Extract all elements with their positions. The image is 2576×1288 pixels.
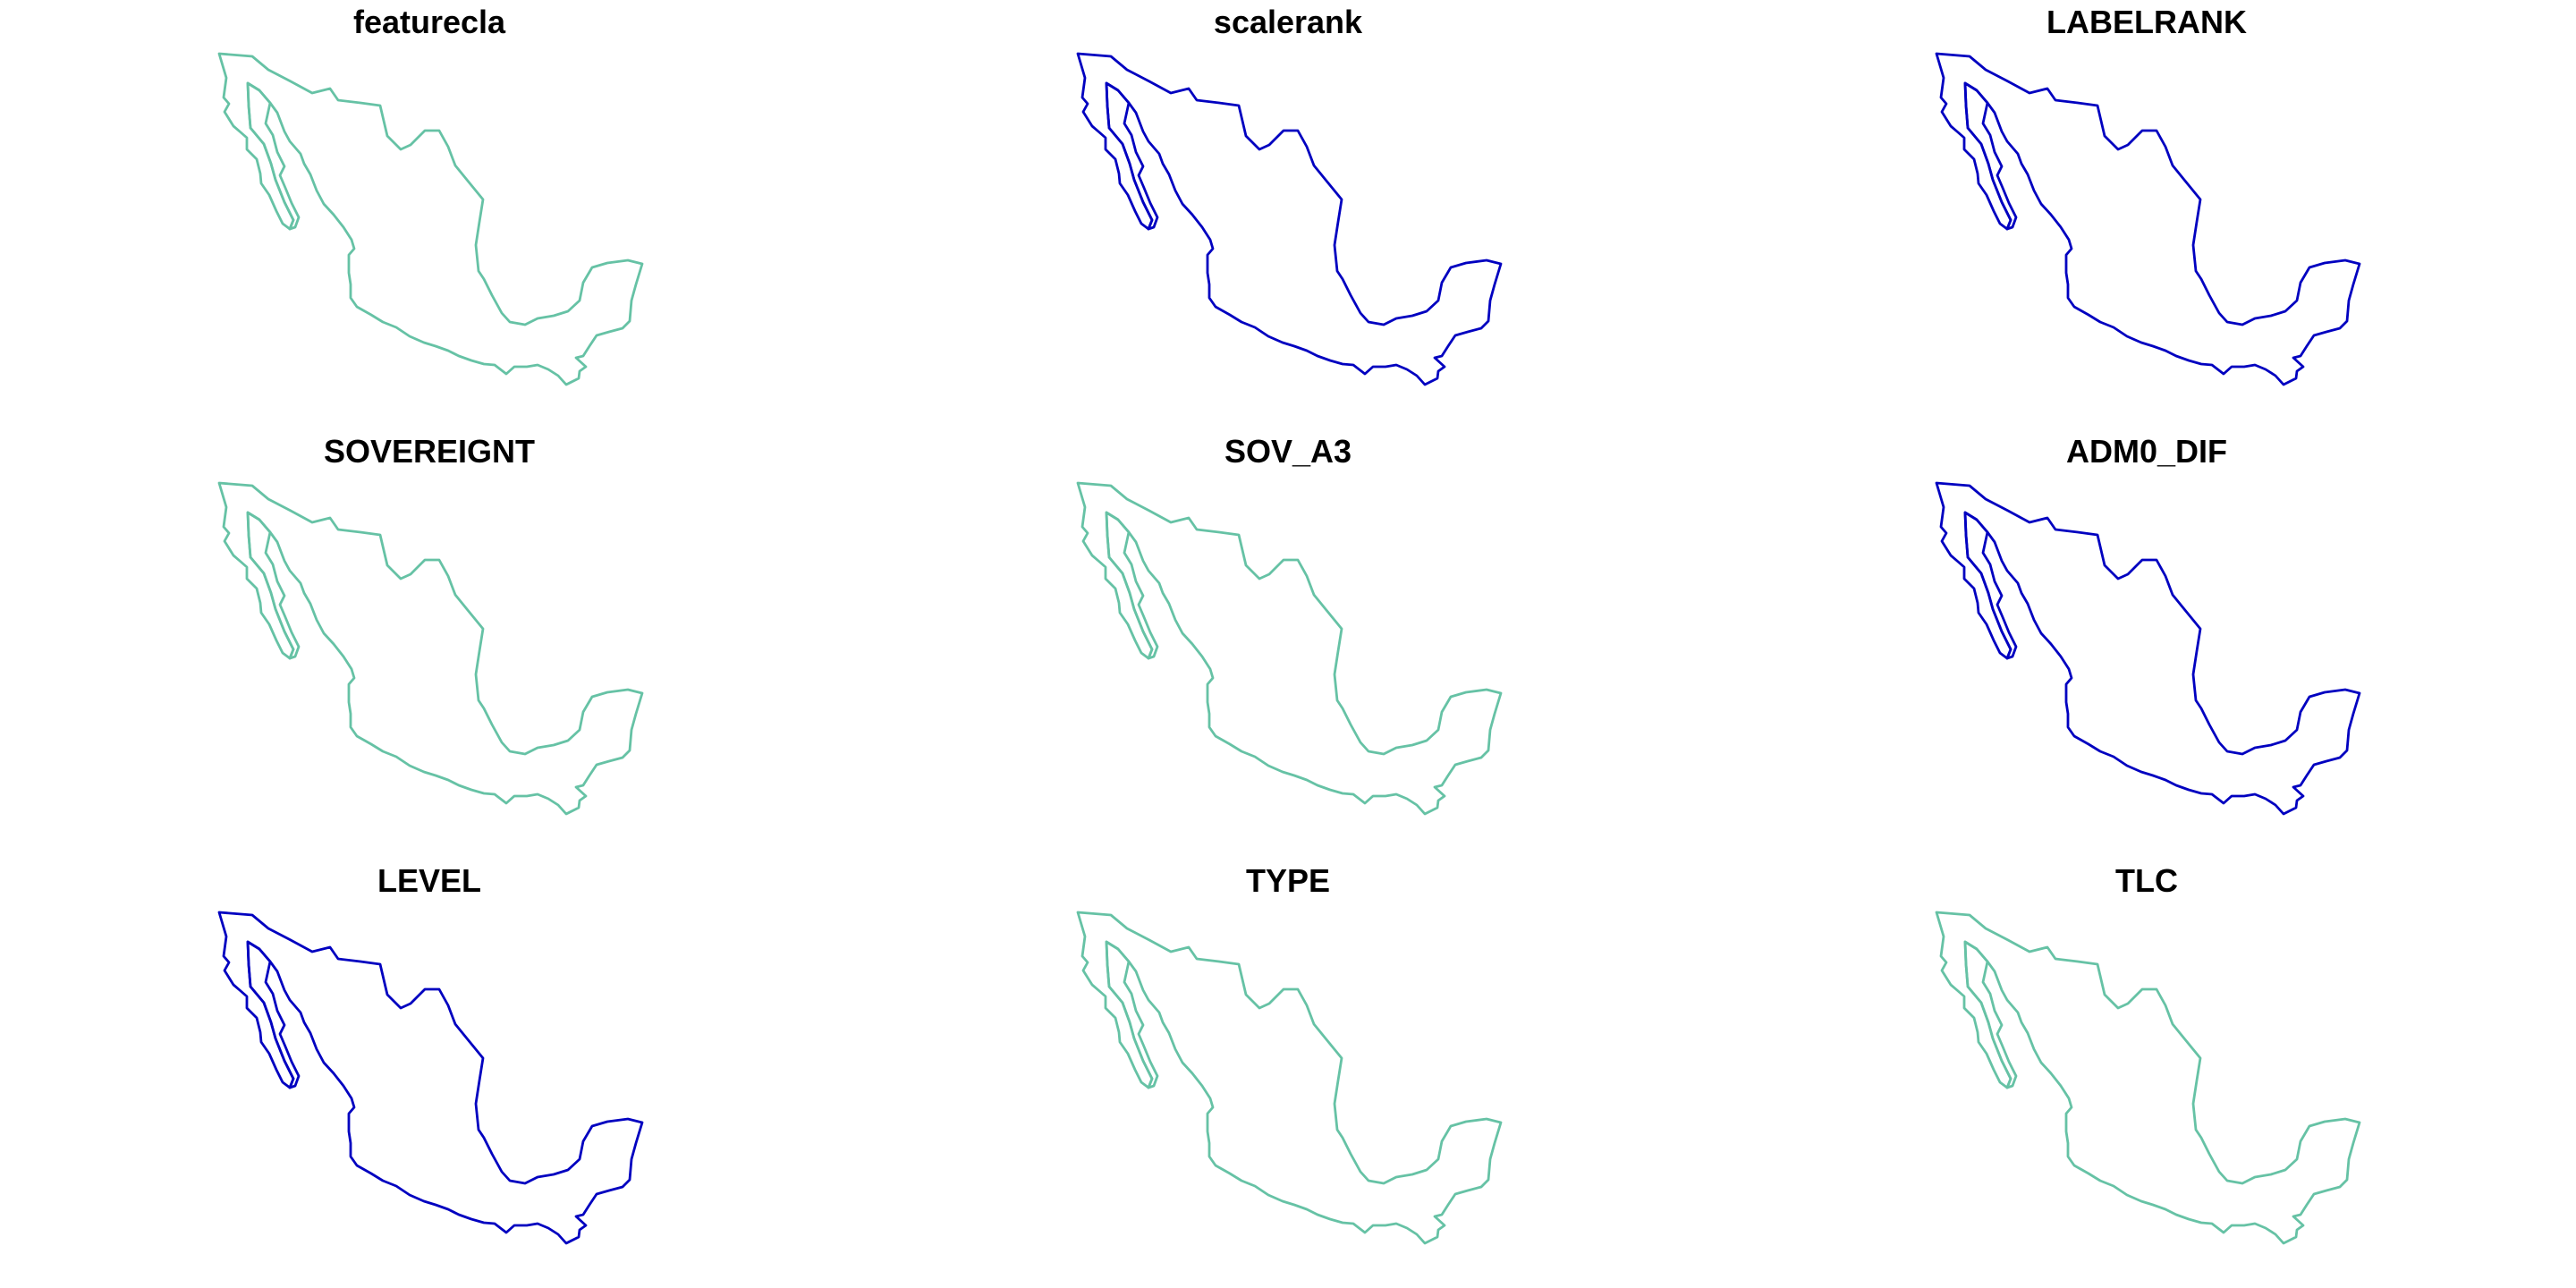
mexico-outline-map bbox=[1935, 911, 2361, 1245]
map-panel: LEVEL bbox=[0, 859, 859, 1288]
mexico-mainland-outline bbox=[1076, 52, 1503, 386]
mexico-outline-map bbox=[1076, 911, 1503, 1245]
mexico-outline-map bbox=[217, 52, 644, 386]
baja-california-outline bbox=[1963, 81, 2018, 231]
mexico-mainland-outline bbox=[217, 481, 644, 816]
panel-title: ADM0_DIF bbox=[2065, 433, 2228, 470]
mexico-mainland-outline bbox=[217, 52, 644, 386]
panel-title: LABELRANK bbox=[2046, 4, 2247, 40]
mexico-mainland-outline bbox=[1935, 52, 2361, 386]
mexico-mainland-outline bbox=[1935, 911, 2361, 1245]
baja-california-outline bbox=[1105, 81, 1159, 231]
map-panel: scalerank bbox=[859, 0, 1717, 429]
panel-title: TLC bbox=[2115, 862, 2178, 899]
baja-california-outline bbox=[246, 940, 301, 1089]
mexico-mainland-outline bbox=[1076, 481, 1503, 816]
map-panel: SOVEREIGNT bbox=[0, 429, 859, 859]
mexico-outline-map bbox=[1076, 481, 1503, 816]
panel-title: LEVEL bbox=[377, 862, 481, 899]
baja-california-outline bbox=[1963, 940, 2018, 1089]
baja-california-outline bbox=[1105, 940, 1159, 1089]
mexico-outline-map bbox=[217, 481, 644, 816]
baja-california-outline bbox=[1105, 511, 1159, 660]
mexico-mainland-outline bbox=[1935, 481, 2361, 816]
map-panel: LABELRANK bbox=[1717, 0, 2576, 429]
mexico-mainland-outline bbox=[1076, 911, 1503, 1245]
map-panel: TYPE bbox=[859, 859, 1717, 1288]
mexico-mainland-outline bbox=[217, 911, 644, 1245]
mexico-outline-map bbox=[1935, 52, 2361, 386]
mexico-outline-map bbox=[217, 911, 644, 1245]
map-panel: TLC bbox=[1717, 859, 2576, 1288]
panel-title: SOVEREIGNT bbox=[323, 433, 536, 470]
panel-title: scalerank bbox=[1213, 4, 1363, 40]
panel-title: featurecla bbox=[352, 4, 506, 40]
mexico-outline-map bbox=[1076, 52, 1503, 386]
map-panel: SOV_A3 bbox=[859, 429, 1717, 859]
map-panel: featurecla bbox=[0, 0, 859, 429]
panel-title: TYPE bbox=[1245, 862, 1331, 899]
mexico-outline-map bbox=[1935, 481, 2361, 816]
baja-california-outline bbox=[246, 511, 301, 660]
map-panel: ADM0_DIF bbox=[1717, 429, 2576, 859]
panel-title: SOV_A3 bbox=[1224, 433, 1352, 470]
baja-california-outline bbox=[246, 81, 301, 231]
baja-california-outline bbox=[1963, 511, 2018, 660]
